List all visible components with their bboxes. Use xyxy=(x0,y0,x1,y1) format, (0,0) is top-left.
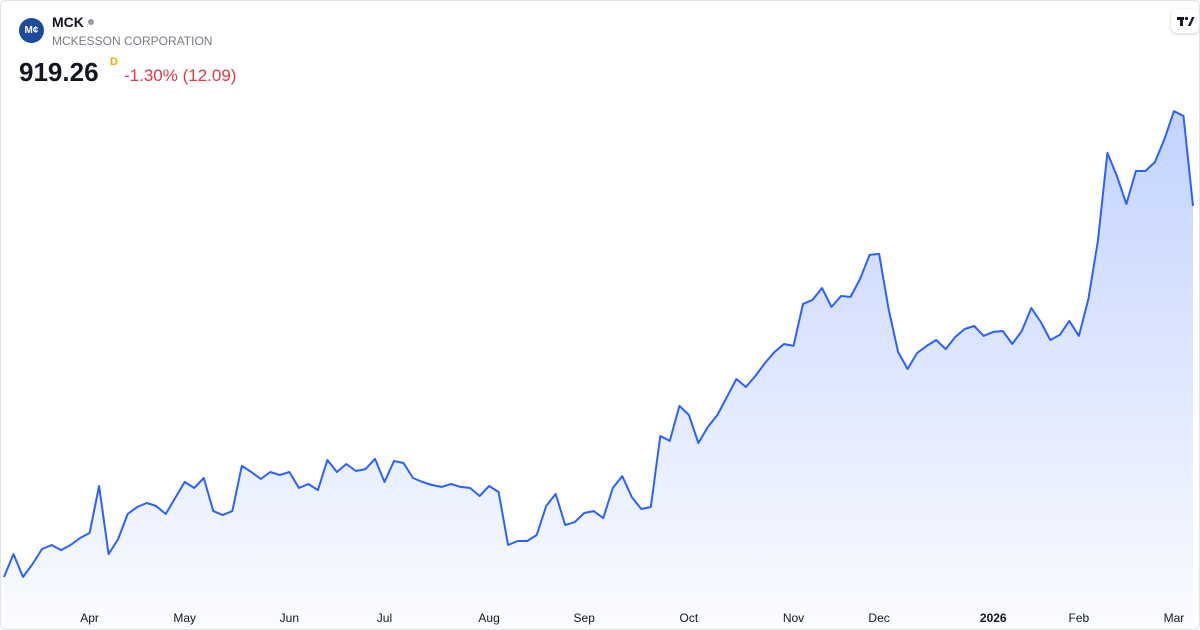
x-tick-label: Nov xyxy=(783,611,804,625)
symbol: MCK xyxy=(52,14,94,30)
symbol-text: MCK xyxy=(52,14,84,30)
tv-logo xyxy=(1171,9,1199,33)
line xyxy=(3,110,1194,578)
x-tick-label: Sep xyxy=(574,611,596,625)
change: -1.30% (12.09) xyxy=(124,66,237,85)
x-tick-label: Jul xyxy=(377,611,392,625)
interval: D xyxy=(110,56,118,68)
price: 919.26 xyxy=(19,57,99,87)
x-tick-label: Jun xyxy=(280,611,299,625)
x-tick-label: Aug xyxy=(478,611,499,625)
x-tick-label: May xyxy=(173,611,196,625)
area xyxy=(4,111,1193,629)
company-name: MCKESSON CORPORATION xyxy=(52,34,213,48)
x-tick-label: Mar xyxy=(1164,611,1185,625)
x-tick-label: 2026 xyxy=(980,611,1007,625)
x-tick-label: Oct xyxy=(680,611,699,625)
x-tick-label: Apr xyxy=(80,611,99,625)
x-tick-label: Feb xyxy=(1069,611,1090,625)
logo: M¢ xyxy=(19,18,44,43)
tv-logo-icon xyxy=(1177,16,1195,26)
status-dot xyxy=(87,19,94,25)
x-tick-label: Dec xyxy=(868,611,889,625)
